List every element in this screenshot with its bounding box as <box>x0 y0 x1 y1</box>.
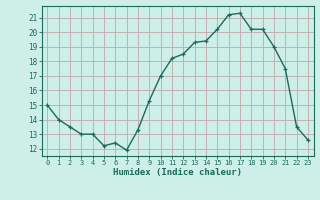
X-axis label: Humidex (Indice chaleur): Humidex (Indice chaleur) <box>113 168 242 177</box>
